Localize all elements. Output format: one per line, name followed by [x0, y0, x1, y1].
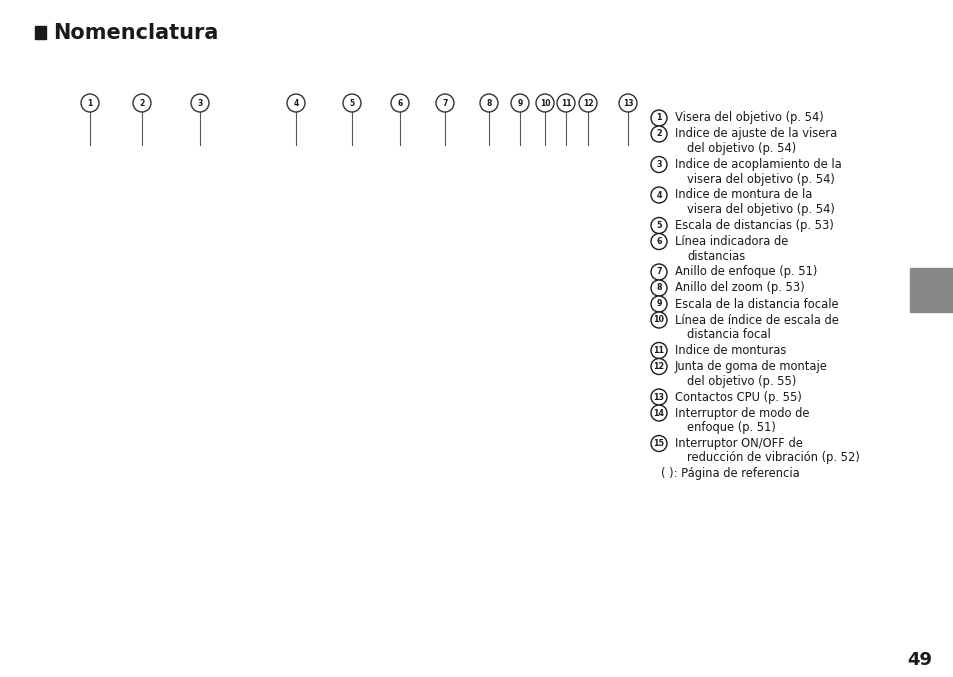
Text: 9: 9 — [656, 299, 661, 309]
Circle shape — [650, 126, 666, 142]
Text: Contactos CPU (p. 55): Contactos CPU (p. 55) — [675, 391, 801, 403]
Circle shape — [511, 94, 529, 112]
Circle shape — [650, 405, 666, 421]
Text: 2: 2 — [139, 98, 145, 108]
Circle shape — [650, 343, 666, 359]
Circle shape — [650, 187, 666, 203]
Text: 8: 8 — [656, 284, 661, 292]
Text: Indice de monturas: Indice de monturas — [675, 344, 785, 357]
Circle shape — [650, 435, 666, 452]
Circle shape — [81, 94, 99, 112]
Bar — [35, 26, 46, 39]
Text: 8: 8 — [486, 98, 491, 108]
Text: Escala de distancias (p. 53): Escala de distancias (p. 53) — [675, 219, 833, 232]
Circle shape — [343, 94, 360, 112]
Text: Junta de goma de montaje: Junta de goma de montaje — [675, 360, 827, 373]
Text: 12: 12 — [653, 362, 664, 371]
Text: 11: 11 — [653, 346, 664, 355]
Text: 1: 1 — [656, 114, 661, 123]
Circle shape — [618, 94, 637, 112]
Text: 7: 7 — [442, 98, 447, 108]
Bar — [909, 268, 953, 312]
Text: del objetivo (p. 55): del objetivo (p. 55) — [686, 374, 796, 387]
Text: 6: 6 — [397, 98, 402, 108]
Circle shape — [650, 264, 666, 280]
Text: Anillo del zoom (p. 53): Anillo del zoom (p. 53) — [675, 282, 804, 294]
Text: 4: 4 — [294, 98, 298, 108]
Circle shape — [650, 110, 666, 126]
Text: distancia focal: distancia focal — [686, 328, 770, 341]
Text: Visera del objetivo (p. 54): Visera del objetivo (p. 54) — [675, 112, 822, 125]
Text: 3: 3 — [197, 98, 202, 108]
Text: Línea indicadora de: Línea indicadora de — [675, 235, 787, 248]
Text: Interruptor ON/OFF de: Interruptor ON/OFF de — [675, 437, 802, 450]
Text: 4: 4 — [656, 190, 661, 200]
Text: 5: 5 — [656, 221, 661, 230]
Circle shape — [650, 389, 666, 405]
Text: visera del objetivo (p. 54): visera del objetivo (p. 54) — [686, 173, 834, 185]
Text: ( ): Página de referencia: ( ): Página de referencia — [659, 468, 799, 481]
Circle shape — [578, 94, 597, 112]
Circle shape — [650, 156, 666, 173]
Text: Anillo de enfoque (p. 51): Anillo de enfoque (p. 51) — [675, 265, 817, 278]
Text: 6: 6 — [656, 237, 661, 246]
Text: 1: 1 — [88, 98, 92, 108]
Circle shape — [650, 217, 666, 234]
Text: Línea de índice de escala de: Línea de índice de escala de — [675, 313, 838, 326]
Text: 13: 13 — [653, 393, 664, 401]
Circle shape — [391, 94, 409, 112]
Text: 49: 49 — [906, 651, 931, 669]
Text: visera del objetivo (p. 54): visera del objetivo (p. 54) — [686, 203, 834, 216]
Text: 5: 5 — [349, 98, 355, 108]
Text: reducción de vibración (p. 52): reducción de vibración (p. 52) — [686, 452, 859, 464]
Text: 9: 9 — [517, 98, 522, 108]
Circle shape — [650, 312, 666, 328]
Circle shape — [650, 280, 666, 296]
Text: 3: 3 — [656, 160, 661, 169]
Text: 11: 11 — [560, 98, 571, 108]
Circle shape — [650, 234, 666, 250]
Text: Es: Es — [923, 283, 940, 297]
Text: distancias: distancias — [686, 250, 744, 263]
Text: 10: 10 — [539, 98, 550, 108]
Text: 2: 2 — [656, 129, 661, 139]
Text: del objetivo (p. 54): del objetivo (p. 54) — [686, 142, 796, 155]
Text: 14: 14 — [653, 408, 664, 418]
Text: 13: 13 — [622, 98, 633, 108]
Circle shape — [650, 296, 666, 312]
Circle shape — [191, 94, 209, 112]
Circle shape — [287, 94, 305, 112]
Circle shape — [536, 94, 554, 112]
Text: 12: 12 — [582, 98, 593, 108]
Text: Indice de acoplamiento de la: Indice de acoplamiento de la — [675, 158, 841, 171]
Circle shape — [650, 359, 666, 374]
Circle shape — [479, 94, 497, 112]
Text: 15: 15 — [653, 439, 664, 448]
Text: Nomenclatura: Nomenclatura — [53, 23, 218, 43]
Circle shape — [132, 94, 151, 112]
Circle shape — [557, 94, 575, 112]
Text: Escala de la distancia focale: Escala de la distancia focale — [675, 297, 838, 311]
Text: Interruptor de modo de: Interruptor de modo de — [675, 406, 809, 420]
Text: 10: 10 — [653, 315, 664, 324]
Text: Indice de montura de la: Indice de montura de la — [675, 188, 812, 202]
Text: Indice de ajuste de la visera: Indice de ajuste de la visera — [675, 127, 837, 141]
Text: enfoque (p. 51): enfoque (p. 51) — [686, 421, 775, 434]
Text: 7: 7 — [656, 267, 661, 276]
Circle shape — [436, 94, 454, 112]
